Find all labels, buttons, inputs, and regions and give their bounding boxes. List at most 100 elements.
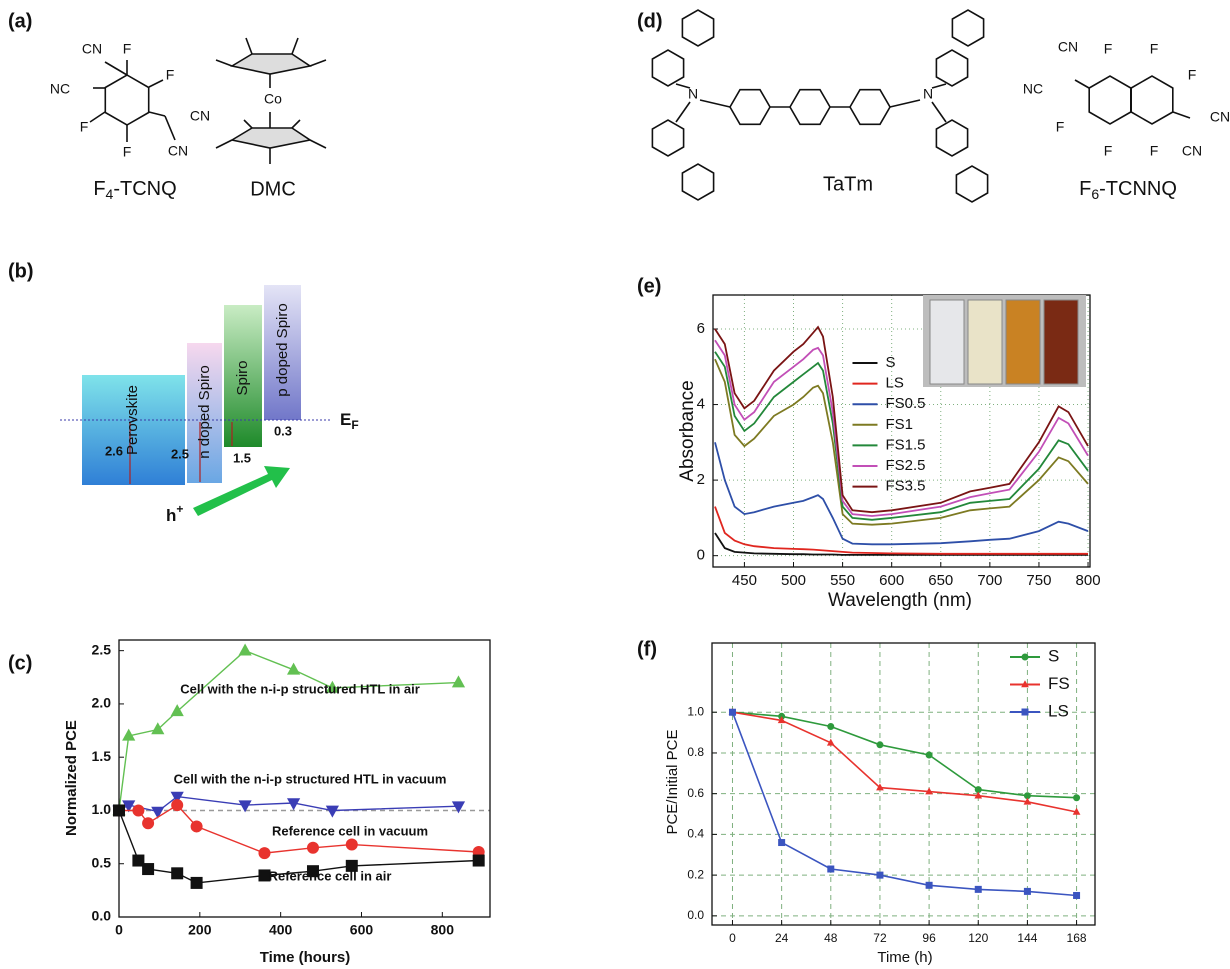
marker bbox=[286, 798, 301, 811]
atom-label: F bbox=[1188, 67, 1197, 83]
marker bbox=[170, 704, 184, 717]
bond bbox=[164, 115, 176, 141]
atom-label: F bbox=[1150, 143, 1159, 159]
marker bbox=[974, 885, 982, 893]
marker bbox=[925, 881, 933, 889]
name-subscript: 4 bbox=[106, 186, 114, 202]
y-tick-label: 2.0 bbox=[92, 695, 112, 711]
marker bbox=[151, 722, 165, 735]
x-tick-label: 500 bbox=[781, 572, 806, 589]
y-tick-label: 0.5 bbox=[92, 854, 112, 870]
marker bbox=[876, 783, 884, 791]
bond bbox=[931, 101, 947, 123]
x-tick-label: 200 bbox=[188, 922, 212, 938]
y-tick-label: 0.0 bbox=[687, 908, 704, 922]
series-line bbox=[118, 649, 459, 811]
x-axis-title: Time (h) bbox=[877, 949, 932, 966]
panel-label: (b) bbox=[8, 260, 34, 282]
bond bbox=[1074, 79, 1090, 89]
marker bbox=[122, 800, 136, 813]
bond bbox=[699, 99, 731, 108]
x-tick-label: 650 bbox=[928, 572, 953, 589]
marker bbox=[827, 722, 835, 730]
marker bbox=[238, 643, 252, 656]
marker bbox=[345, 859, 358, 872]
series-label: Reference cell in air bbox=[269, 868, 392, 883]
atom-label: NC bbox=[1023, 81, 1043, 97]
marker bbox=[1073, 794, 1081, 802]
dmc-rings bbox=[215, 37, 327, 164]
carrier-h: h bbox=[166, 506, 176, 525]
panel-label: (c) bbox=[8, 652, 32, 674]
series-label: Cell with the n-i-p structured HTL in ai… bbox=[180, 681, 420, 696]
atom-label: F bbox=[1056, 119, 1065, 135]
marker bbox=[974, 791, 983, 799]
atom-label: F bbox=[166, 67, 175, 83]
layer-box bbox=[224, 305, 262, 447]
x-tick-label: 550 bbox=[830, 572, 855, 589]
y-tick-label: 0 bbox=[697, 547, 705, 564]
atom-label: CN bbox=[190, 108, 210, 124]
atom-label: NC bbox=[50, 81, 70, 97]
panel-label: (a) bbox=[8, 10, 32, 32]
x-tick-label: 24 bbox=[775, 931, 789, 945]
marker bbox=[306, 841, 319, 854]
atom-label: N bbox=[688, 86, 698, 102]
depth-label: 1.5 bbox=[233, 450, 251, 465]
legend-label: S bbox=[1048, 646, 1059, 665]
x-tick-label: 450 bbox=[732, 572, 757, 589]
legend-label: LS bbox=[1048, 701, 1069, 720]
marker bbox=[1023, 887, 1031, 895]
bond bbox=[104, 61, 128, 76]
marker bbox=[325, 680, 339, 693]
marker bbox=[876, 741, 884, 749]
molecule-name: F4-TCNQ bbox=[93, 178, 176, 201]
series-line bbox=[118, 795, 459, 813]
atom-label: F bbox=[80, 119, 89, 135]
plot-frame bbox=[711, 642, 1096, 926]
energy-diagram bbox=[60, 285, 332, 516]
legend-label: LS bbox=[885, 375, 903, 392]
marker bbox=[171, 867, 184, 880]
marker bbox=[826, 738, 835, 746]
y-tick-label: 0.6 bbox=[687, 786, 704, 800]
ring bbox=[681, 163, 715, 201]
atom-label: CN bbox=[1182, 143, 1202, 159]
y-tick-label: 6 bbox=[697, 320, 705, 337]
layer-label: Spiro bbox=[234, 360, 251, 395]
marker bbox=[171, 799, 184, 812]
marker bbox=[1021, 653, 1029, 661]
layer-label: Perovskite bbox=[124, 385, 141, 455]
bond bbox=[1172, 111, 1191, 119]
y-tick-label: 4 bbox=[697, 396, 705, 413]
series-line bbox=[731, 711, 1077, 897]
series-line bbox=[714, 339, 1089, 517]
atom-label: F bbox=[1150, 41, 1159, 57]
marker bbox=[238, 800, 252, 813]
carrier-sup: + bbox=[176, 502, 183, 516]
atom-label: F bbox=[1104, 143, 1113, 159]
ring bbox=[1088, 75, 1132, 125]
ring bbox=[651, 49, 685, 87]
atom-label: F bbox=[123, 41, 132, 57]
x-tick-label: 120 bbox=[968, 931, 988, 945]
marker bbox=[306, 865, 319, 878]
marker bbox=[190, 820, 203, 833]
legend-label: FS0.5 bbox=[885, 395, 925, 412]
fermi-sub: F bbox=[351, 418, 358, 432]
marker bbox=[451, 801, 466, 814]
marker bbox=[777, 716, 786, 724]
y-tick-label: 0.4 bbox=[687, 827, 704, 841]
x-tick-label: 600 bbox=[350, 922, 374, 938]
fermi-label: EF bbox=[340, 410, 359, 432]
legend-label: FS2.5 bbox=[885, 457, 925, 474]
y-tick-label: 1.5 bbox=[92, 748, 112, 764]
atom-label: CN bbox=[82, 41, 102, 57]
marker bbox=[1072, 807, 1081, 815]
marker bbox=[122, 728, 136, 741]
carrier-label: h+ bbox=[166, 502, 183, 525]
marker bbox=[1021, 680, 1029, 688]
layer-box bbox=[264, 285, 301, 420]
panel-label: (f) bbox=[637, 638, 657, 660]
marker bbox=[1021, 708, 1029, 716]
